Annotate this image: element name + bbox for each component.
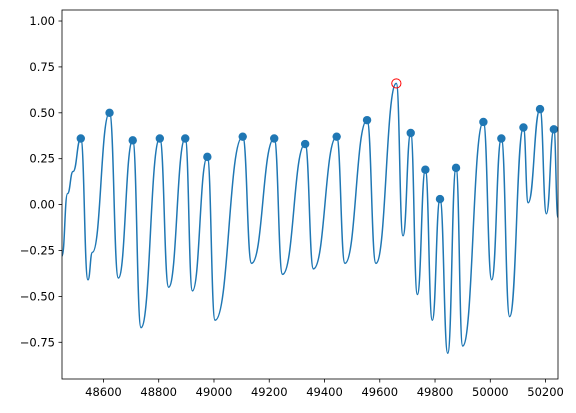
x-tick-label: 48600	[85, 385, 122, 399]
peak-point	[155, 134, 165, 143]
plot-area	[61, 9, 559, 380]
peak-point	[451, 163, 461, 173]
peak-point	[549, 125, 558, 134]
peak-point	[332, 132, 341, 141]
y-tick-label: −0.25	[20, 243, 55, 257]
peak-point	[238, 132, 247, 141]
peak-point	[535, 104, 545, 114]
signal-line	[62, 82, 558, 355]
y-axis: −0.75 −0.50 −0.25 0.00 0.25 0.50 0.75 1.00	[20, 14, 62, 349]
max-peak-marker	[391, 78, 402, 89]
peak-point	[203, 152, 212, 162]
peak-point	[421, 165, 430, 174]
peak-point	[497, 134, 506, 143]
peak-point	[300, 139, 310, 149]
x-tick-label: 50000	[472, 385, 509, 399]
y-tick-label: 0.50	[29, 106, 55, 120]
peak-point	[519, 123, 528, 132]
y-tick-label: 0.75	[29, 60, 55, 74]
y-tick-label: −0.75	[20, 335, 55, 349]
x-tick-label: 48800	[140, 385, 177, 399]
x-tick-label: 49000	[196, 385, 233, 399]
peak-point	[479, 117, 488, 127]
x-tick-label: 49800	[417, 385, 454, 399]
peak-point	[105, 108, 114, 118]
y-tick-label: 1.00	[29, 14, 55, 28]
peak-point	[435, 194, 445, 204]
peak-point	[362, 115, 372, 125]
x-tick-label: 50200	[527, 385, 564, 399]
plot-frame	[61, 9, 559, 380]
x-tick-label: 49200	[251, 385, 288, 399]
peak-point	[181, 134, 190, 143]
y-tick-label: 0.00	[29, 198, 55, 212]
peak-point	[128, 136, 137, 145]
y-tick-label: −0.50	[20, 289, 55, 303]
x-tick-label: 49600	[361, 385, 398, 399]
x-tick-label: 49400	[306, 385, 343, 399]
peak-point	[76, 134, 85, 143]
x-axis: 48600 48800 49000 49200 49400 49600 49800 50000…	[85, 379, 564, 399]
peak-point	[270, 134, 279, 143]
peak-point	[406, 128, 415, 138]
y-tick-label: 0.25	[29, 152, 55, 166]
data-layer	[62, 78, 558, 355]
